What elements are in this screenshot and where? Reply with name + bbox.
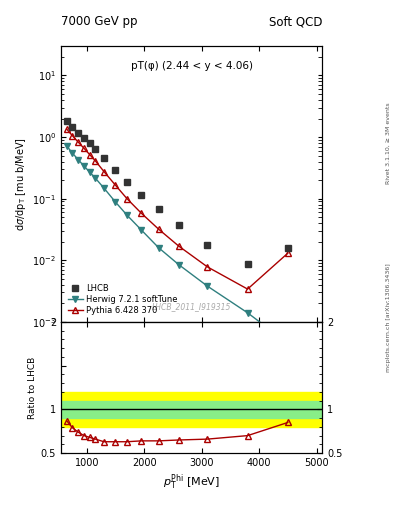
Herwig 7.2.1 softTune bbox=[176, 262, 181, 268]
LHCB bbox=[64, 118, 69, 124]
LHCB bbox=[81, 135, 86, 141]
Pythia 6.428 370 bbox=[76, 139, 81, 145]
Pythia 6.428 370 bbox=[64, 126, 69, 132]
LHCB bbox=[176, 222, 181, 228]
LHCB bbox=[156, 206, 161, 212]
Y-axis label: Ratio to LHCB: Ratio to LHCB bbox=[28, 356, 37, 419]
Herwig 7.2.1 softTune bbox=[285, 340, 290, 346]
Pythia 6.428 370 bbox=[156, 226, 161, 232]
Text: pT(φ) (2.44 < y < 4.06): pT(φ) (2.44 < y < 4.06) bbox=[130, 61, 253, 71]
Line: LHCB: LHCB bbox=[64, 117, 291, 267]
LHCB bbox=[285, 245, 290, 251]
Pythia 6.428 370 bbox=[125, 196, 129, 202]
Herwig 7.2.1 softTune bbox=[70, 150, 75, 156]
Bar bbox=[61, 400, 322, 418]
Herwig 7.2.1 softTune bbox=[139, 227, 144, 233]
Pythia 6.428 370 bbox=[81, 145, 86, 151]
Bar bbox=[61, 392, 322, 427]
LHCB bbox=[125, 179, 129, 185]
Text: 7000 GeV pp: 7000 GeV pp bbox=[61, 15, 138, 28]
Line: Herwig 7.2.1 softTune: Herwig 7.2.1 softTune bbox=[64, 143, 291, 346]
Text: mcplots.cern.ch [arXiv:1306.3436]: mcplots.cern.ch [arXiv:1306.3436] bbox=[386, 263, 391, 372]
Pythia 6.428 370 bbox=[139, 210, 144, 216]
Text: LHCB_2011_I919315: LHCB_2011_I919315 bbox=[152, 302, 231, 311]
Pythia 6.428 370 bbox=[70, 133, 75, 139]
Legend: LHCB, Herwig 7.2.1 softTune, Pythia 6.428 370: LHCB, Herwig 7.2.1 softTune, Pythia 6.42… bbox=[65, 282, 180, 317]
Text: Soft QCD: Soft QCD bbox=[269, 15, 322, 28]
LHCB bbox=[205, 242, 210, 248]
Herwig 7.2.1 softTune bbox=[113, 199, 118, 205]
Herwig 7.2.1 softTune bbox=[81, 163, 86, 169]
Herwig 7.2.1 softTune bbox=[102, 185, 107, 191]
Line: Pythia 6.428 370: Pythia 6.428 370 bbox=[64, 126, 291, 292]
X-axis label: $p_\mathrm{T}^\mathrm{Phi}$ [MeV]: $p_\mathrm{T}^\mathrm{Phi}$ [MeV] bbox=[163, 472, 220, 492]
LHCB bbox=[245, 261, 250, 267]
Herwig 7.2.1 softTune bbox=[87, 169, 92, 175]
Y-axis label: d$\sigma$/dp$_\mathrm{T}$ [mu b/MeV]: d$\sigma$/dp$_\mathrm{T}$ [mu b/MeV] bbox=[14, 137, 28, 231]
Pythia 6.428 370 bbox=[245, 286, 250, 292]
LHCB bbox=[76, 130, 81, 136]
Herwig 7.2.1 softTune bbox=[93, 175, 98, 181]
Pythia 6.428 370 bbox=[102, 168, 107, 175]
Pythia 6.428 370 bbox=[113, 182, 118, 188]
LHCB bbox=[102, 155, 107, 161]
Pythia 6.428 370 bbox=[93, 158, 98, 164]
Pythia 6.428 370 bbox=[285, 250, 290, 257]
Herwig 7.2.1 softTune bbox=[205, 283, 210, 289]
Herwig 7.2.1 softTune bbox=[76, 157, 81, 163]
Pythia 6.428 370 bbox=[87, 152, 92, 158]
Herwig 7.2.1 softTune bbox=[64, 143, 69, 149]
Herwig 7.2.1 softTune bbox=[156, 245, 161, 251]
Herwig 7.2.1 softTune bbox=[245, 310, 250, 316]
LHCB bbox=[70, 124, 75, 130]
Pythia 6.428 370 bbox=[176, 243, 181, 249]
Pythia 6.428 370 bbox=[205, 264, 210, 270]
LHCB bbox=[113, 167, 118, 173]
LHCB bbox=[139, 192, 144, 198]
Herwig 7.2.1 softTune bbox=[125, 212, 129, 218]
LHCB bbox=[87, 140, 92, 146]
LHCB bbox=[93, 146, 98, 152]
Text: Rivet 3.1.10, ≥ 3M events: Rivet 3.1.10, ≥ 3M events bbox=[386, 102, 391, 184]
